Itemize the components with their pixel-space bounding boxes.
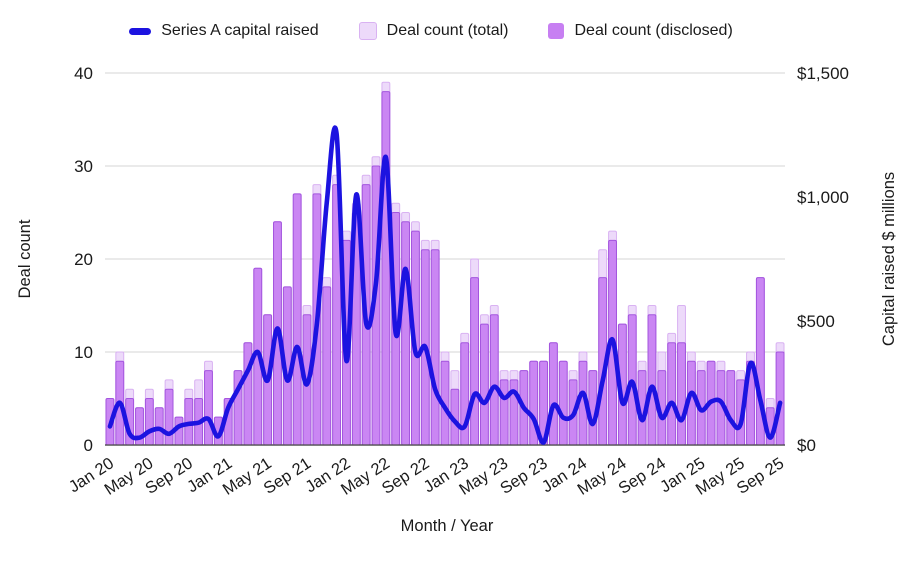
legend-label: Deal count (total): [386, 22, 509, 39]
bar-disclosed: [164, 388, 174, 446]
bar-disclosed: [430, 249, 440, 446]
legend-item-capital-raised: Series A capital raised: [129, 22, 319, 40]
bar-disclosed: [144, 398, 154, 446]
bar-disclosed: [558, 360, 568, 446]
right-axis-title: Capital raised $ millions: [880, 172, 898, 346]
bar-disclosed: [489, 314, 499, 446]
capital-raised-line: [107, 125, 783, 445]
bar-disclosed: [647, 314, 657, 446]
series-a-capital-line: [107, 125, 783, 445]
left-axis-title: Deal count: [16, 219, 34, 298]
line-swatch-icon: [129, 27, 152, 35]
legend-item-deal-count-disclosed: Deal count (disclosed): [548, 22, 733, 40]
bars: [105, 81, 785, 446]
bar-disclosed: [292, 193, 302, 446]
chart-legend: Series A capital raised Deal count (tota…: [0, 22, 862, 40]
bar-disclosed: [204, 370, 213, 446]
bar-disclosed: [726, 370, 736, 446]
right-axis-tick-label: $0: [797, 436, 816, 455]
bar-disclosed: [381, 91, 391, 446]
bar-disclosed: [479, 323, 489, 446]
bar-disclosed: [322, 286, 332, 446]
left-axis-tick-label: 20: [74, 250, 93, 269]
x-axis-title: Month / Year: [401, 517, 494, 535]
left-axis-tick-label: 0: [84, 436, 93, 455]
right-axis-tick-label: $1,000: [797, 188, 849, 207]
right-axis-tick-label: $500: [797, 312, 835, 331]
legend-item-deal-count-total: Deal count (total): [358, 22, 509, 40]
bar-disclosed: [401, 221, 411, 446]
legend-label: Deal count (disclosed): [574, 22, 733, 39]
bar-total-swatch-icon: [358, 22, 377, 40]
bar-disclosed: [667, 342, 677, 446]
left-axis-tick-label: 10: [74, 343, 93, 362]
left-axis-tick-label: 40: [74, 64, 93, 83]
bar-disclosed: [470, 277, 480, 446]
left-axis-tick-label: 30: [74, 157, 93, 176]
bar-disclosed: [154, 407, 164, 446]
bar-disclosed: [775, 351, 785, 446]
bar-disclosed: [499, 379, 509, 446]
bar-disclosed: [548, 342, 558, 446]
right-axis-tick-label: $1,500: [797, 64, 849, 83]
bar-disclosed-swatch-icon: [548, 23, 565, 39]
legend-label: Series A capital raised: [161, 22, 319, 39]
bar-disclosed: [677, 342, 686, 446]
